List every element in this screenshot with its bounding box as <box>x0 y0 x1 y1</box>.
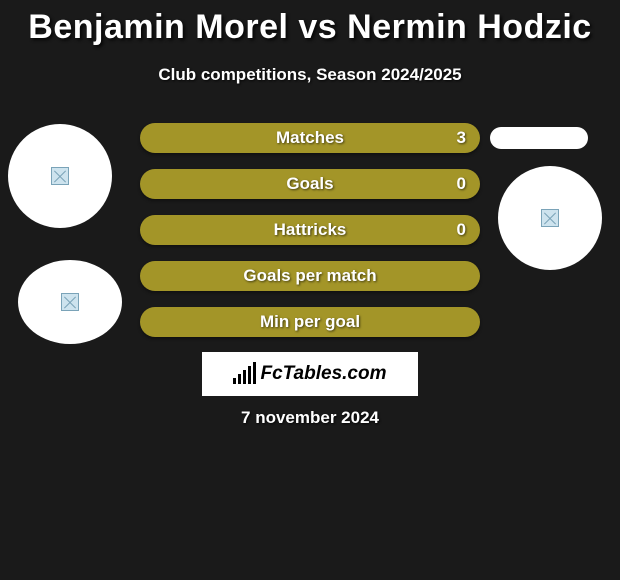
logo-chart-icon <box>233 364 256 384</box>
stat-bar: Goals 0 <box>140 169 480 199</box>
stat-bars: Matches 3 Goals 0 Hattricks 0 Goals per match M… <box>140 123 480 353</box>
placeholder-icon <box>541 209 559 227</box>
decoration-right_bot <box>498 166 602 270</box>
stat-bar: Matches 3 <box>140 123 480 153</box>
page-subtitle: Club competitions, Season 2024/2025 <box>0 65 620 85</box>
placeholder-icon <box>51 167 69 185</box>
decoration-left_bot <box>18 260 122 344</box>
logo-text: FcTables.com <box>260 363 386 385</box>
stat-bar: Hattricks 0 <box>140 215 480 245</box>
stat-bar-label: Matches <box>276 128 344 148</box>
stat-bar-label: Hattricks <box>274 220 347 240</box>
fctables-logo: FcTables.com <box>202 352 418 396</box>
stat-bar-value: 3 <box>457 128 466 148</box>
decoration-left_top <box>8 124 112 228</box>
stat-bar-value: 0 <box>457 174 466 194</box>
page-title: Benjamin Morel vs Nermin Hodzic <box>0 0 620 47</box>
decoration-right_top <box>490 127 588 149</box>
stat-bar-label: Min per goal <box>260 312 360 332</box>
stat-bar-label: Goals <box>286 174 333 194</box>
stat-bar-value: 0 <box>457 220 466 240</box>
date-label: 7 november 2024 <box>0 408 620 428</box>
stat-bar: Min per goal <box>140 307 480 337</box>
stat-bar: Goals per match <box>140 261 480 291</box>
placeholder-icon <box>61 293 79 311</box>
stat-bar-label: Goals per match <box>243 266 376 286</box>
